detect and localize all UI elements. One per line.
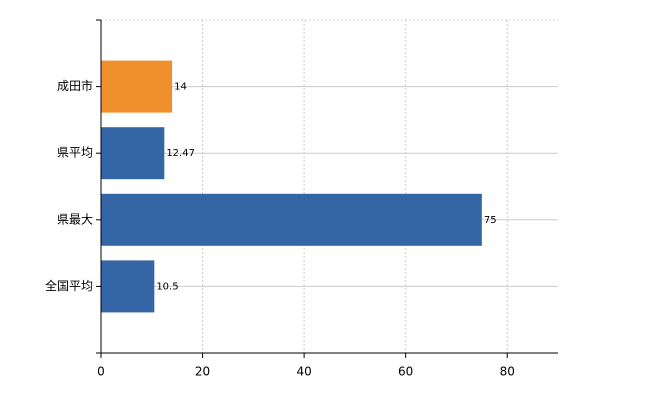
x-tick-label: 40 (296, 365, 311, 379)
y-tick-label: 県最大 (57, 212, 93, 226)
y-tick-label: 全国平均 (45, 278, 93, 293)
x-tick-label: 20 (195, 365, 210, 379)
y-tick-label: 成田市 (57, 78, 93, 93)
bar (101, 127, 165, 180)
value-label: 75 (484, 215, 497, 226)
bar (101, 260, 155, 313)
bar (101, 193, 482, 246)
x-tick-label: 80 (500, 365, 515, 379)
x-tick-label: 0 (97, 365, 105, 379)
value-label: 12.47 (166, 148, 195, 159)
value-label: 14 (174, 82, 187, 93)
x-tick-label: 60 (398, 365, 413, 379)
bar (101, 60, 173, 113)
value-label: 10.5 (156, 281, 178, 292)
y-tick-label: 県平均 (57, 146, 93, 160)
